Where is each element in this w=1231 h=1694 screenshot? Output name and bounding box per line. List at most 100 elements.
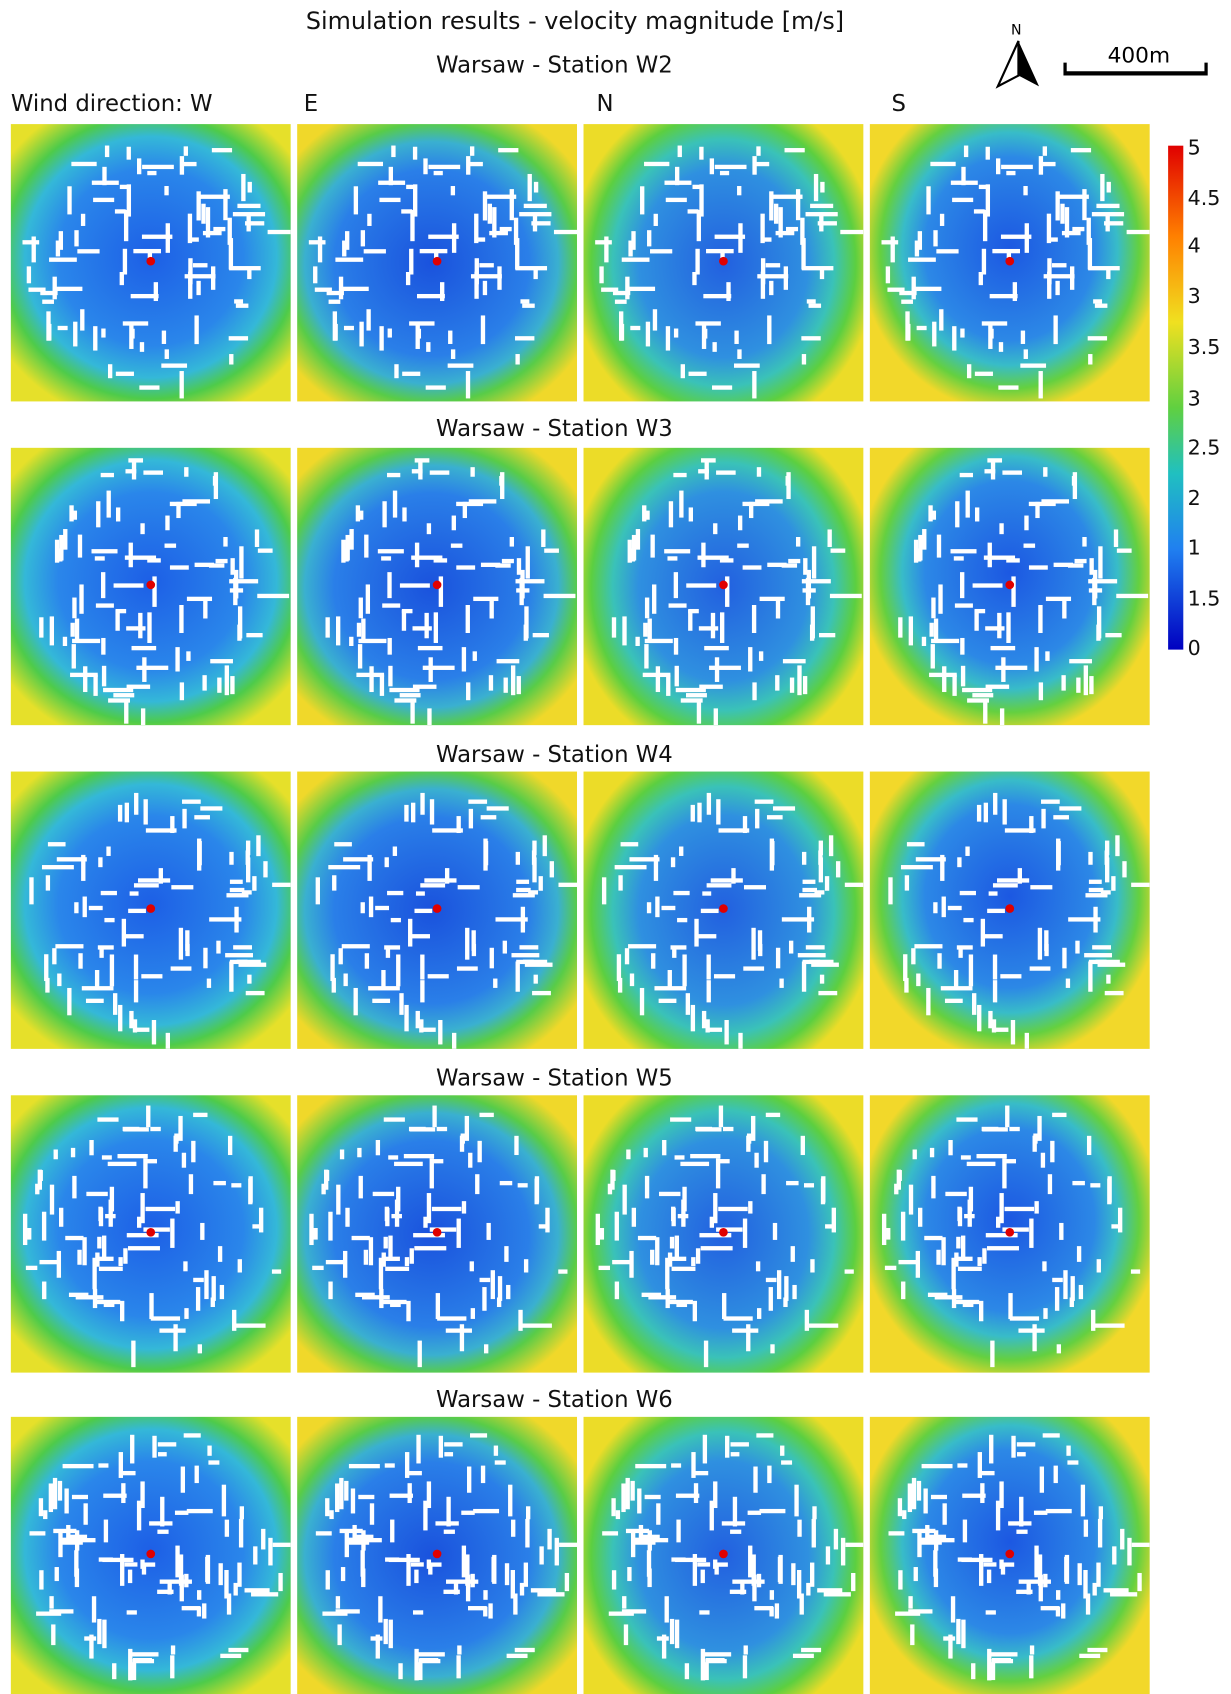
building [794, 1484, 799, 1517]
building [402, 507, 407, 522]
building [936, 249, 959, 254]
building [388, 1557, 420, 1563]
building [966, 1161, 996, 1167]
building [775, 230, 795, 236]
building [638, 1524, 644, 1544]
building [645, 321, 651, 347]
building [653, 854, 659, 881]
building [158, 868, 163, 884]
building [795, 537, 801, 547]
building [94, 1299, 121, 1305]
building [494, 1460, 506, 1465]
building [118, 1257, 123, 1267]
building [1029, 816, 1034, 834]
building [174, 1510, 189, 1515]
building [313, 1227, 318, 1240]
building [515, 961, 520, 992]
building [792, 1653, 814, 1659]
building [887, 287, 905, 292]
building [428, 234, 459, 239]
building [668, 603, 687, 608]
building [732, 1328, 759, 1333]
building [140, 708, 146, 726]
building [751, 1115, 756, 1141]
building [514, 1135, 519, 1156]
building [752, 1574, 757, 1602]
building [410, 698, 415, 724]
building [370, 1636, 383, 1641]
building [972, 993, 977, 1015]
building [890, 236, 895, 263]
building [629, 973, 635, 987]
building [701, 324, 707, 349]
scale-label: 400m [1108, 44, 1171, 69]
building [237, 1562, 242, 1587]
building [433, 170, 443, 176]
building [524, 962, 553, 967]
building [775, 600, 781, 619]
building [532, 632, 549, 638]
building [358, 597, 363, 619]
building [325, 617, 330, 638]
building [480, 315, 486, 345]
building [1111, 876, 1116, 891]
building [527, 173, 532, 202]
building [474, 213, 479, 244]
building [89, 1140, 94, 1156]
building [782, 659, 806, 664]
building [998, 342, 1004, 352]
building [94, 556, 105, 561]
building [620, 842, 639, 847]
building [1047, 258, 1052, 285]
building [339, 1477, 344, 1510]
building [498, 148, 519, 153]
building [389, 687, 420, 693]
building [437, 1316, 467, 1321]
building [679, 846, 684, 856]
building [1087, 238, 1093, 270]
building [977, 1004, 982, 1032]
building [130, 1434, 135, 1464]
building [746, 1135, 751, 1152]
building [204, 1270, 209, 1300]
building [1053, 315, 1058, 345]
building [696, 934, 717, 939]
building [245, 990, 265, 996]
building [1029, 1645, 1035, 1655]
building [117, 1153, 148, 1159]
building [77, 249, 100, 254]
building [533, 267, 538, 280]
building [542, 835, 547, 857]
building [712, 385, 733, 390]
building [1018, 1328, 1045, 1333]
colorbar-label: 3.5 [1187, 335, 1221, 360]
building [401, 608, 413, 614]
building [928, 505, 933, 522]
building [230, 676, 235, 695]
building [675, 1557, 707, 1563]
building [921, 636, 927, 647]
building [525, 1518, 530, 1548]
building [805, 212, 838, 217]
building [755, 499, 783, 504]
building [742, 1218, 748, 1248]
building [388, 1619, 393, 1649]
building [52, 1477, 58, 1510]
building [450, 186, 456, 196]
building [942, 666, 947, 693]
building [339, 1149, 345, 1160]
building [625, 1528, 650, 1534]
building [1068, 917, 1101, 922]
building [390, 917, 401, 923]
building [665, 1257, 670, 1290]
building [1117, 1207, 1123, 1233]
building [617, 977, 623, 993]
building [999, 1481, 1004, 1509]
building [483, 1606, 488, 1617]
building [124, 934, 144, 939]
building [1038, 1574, 1043, 1602]
building [1053, 815, 1069, 820]
building [554, 1537, 559, 1566]
building [971, 1663, 976, 1680]
building [670, 857, 676, 868]
